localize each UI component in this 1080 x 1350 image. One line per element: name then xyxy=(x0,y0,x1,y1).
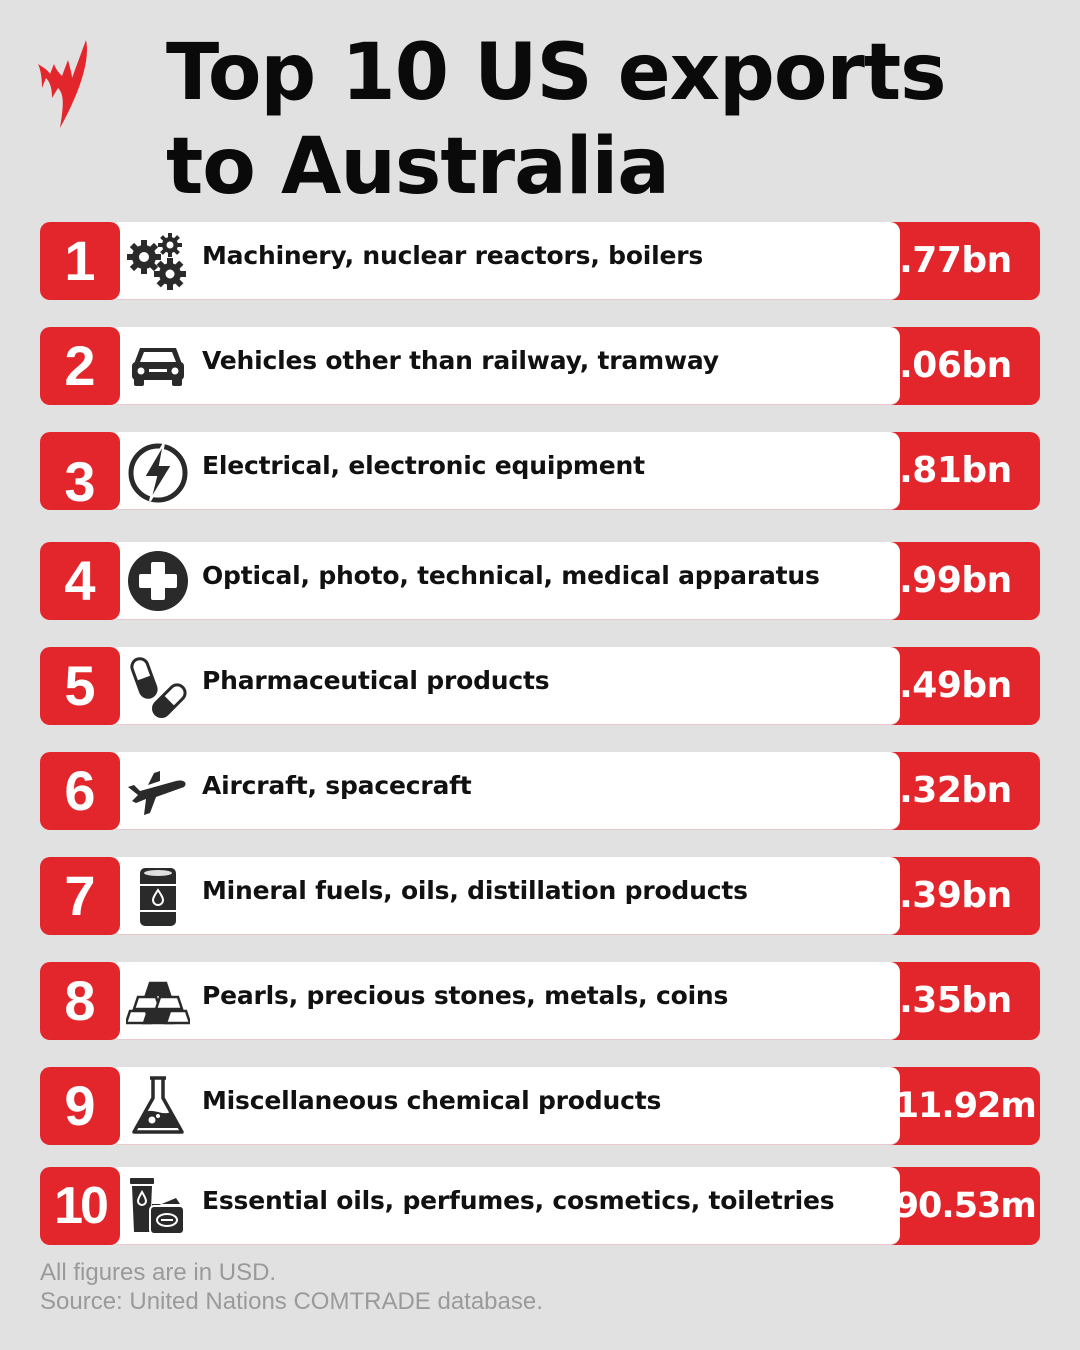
airplane-icon xyxy=(126,759,190,823)
gears-icon xyxy=(126,229,190,293)
list-item: 4 Optical, photo, technical, medical app… xyxy=(40,542,1044,620)
rank-badge: 2 xyxy=(40,327,120,405)
category-label: Machinery, nuclear reactors, boilers xyxy=(202,240,704,270)
footnote: All figures are in USD. Source: United N… xyxy=(40,1258,543,1316)
row-bar xyxy=(110,222,900,300)
row-bar xyxy=(110,647,900,725)
list-item: 8 Pearls, precious stones, metals, coins… xyxy=(40,962,1044,1040)
category-label: Aircraft, spacecraft xyxy=(202,770,472,800)
lightning-bolt-icon xyxy=(126,439,190,503)
list-item: 5 Pharmaceutical products $2.49bn xyxy=(40,647,1044,725)
title-line-2: to Australia xyxy=(166,122,670,212)
sbs-logo-icon xyxy=(38,38,100,130)
row-bar xyxy=(110,542,900,620)
rank-badge: 7 xyxy=(40,857,120,935)
currency-note: All figures are in USD. xyxy=(40,1259,277,1286)
list-item: 7 Mineral fuels, oils, distillation prod… xyxy=(40,857,1044,935)
rank-badge: 1 xyxy=(40,222,120,300)
title-line-1: Top 10 US exports xyxy=(166,28,947,118)
row-bar xyxy=(110,752,900,830)
rank-badge: 5 xyxy=(40,647,120,725)
category-label: Vehicles other than railway, tramway xyxy=(202,345,719,375)
list-item: 3 Electrical, electronic equipment $3.81… xyxy=(40,432,1044,513)
row-bar xyxy=(110,1167,900,1245)
row-bar xyxy=(110,327,900,405)
row-bar xyxy=(110,857,900,935)
pills-icon xyxy=(126,654,190,718)
list-item: 1 xyxy=(40,222,1044,300)
rank-badge: 10 xyxy=(40,1167,120,1245)
category-label: Mineral fuels, oils, distillation produc… xyxy=(202,875,748,905)
gold-bars-icon xyxy=(126,969,190,1033)
rank-badge: 8 xyxy=(40,962,120,1040)
rank-badge: 4 xyxy=(40,542,120,620)
category-label: Electrical, electronic equipment xyxy=(202,450,645,480)
category-label: Miscellaneous chemical products xyxy=(202,1085,662,1115)
cosmetics-icon xyxy=(126,1174,190,1238)
chemistry-flask-icon xyxy=(126,1074,190,1138)
rank-badge: 3 xyxy=(40,432,120,513)
list-item: 10 Essential oils, perfumes, cosmetics, … xyxy=(40,1167,1044,1245)
list-item: 6 Aircraft, spacecraft $2.32bn xyxy=(40,752,1044,830)
medical-cross-icon xyxy=(126,549,190,613)
rank-badge: 6 xyxy=(40,752,120,830)
row-bar xyxy=(110,432,900,510)
page-title: Top 10 US exports to Australia xyxy=(166,26,947,214)
list-item: 2 Vehicles other than railway, tramway $… xyxy=(40,327,1044,405)
category-label: Pharmaceutical products xyxy=(202,665,550,695)
category-label: Optical, photo, technical, medical appar… xyxy=(202,560,820,590)
list-item: 9 Miscellaneous chemical products $611.9… xyxy=(40,1067,1044,1145)
row-bar xyxy=(110,962,900,1040)
source-note: Source: United Nations COMTRADE database… xyxy=(40,1288,543,1315)
category-label: Essential oils, perfumes, cosmetics, toi… xyxy=(202,1185,835,1215)
row-bar xyxy=(110,1067,900,1145)
car-icon xyxy=(126,334,190,398)
rank-badge: 9 xyxy=(40,1067,120,1145)
category-label: Pearls, precious stones, metals, coins xyxy=(202,980,729,1010)
oil-barrel-icon xyxy=(126,864,190,928)
